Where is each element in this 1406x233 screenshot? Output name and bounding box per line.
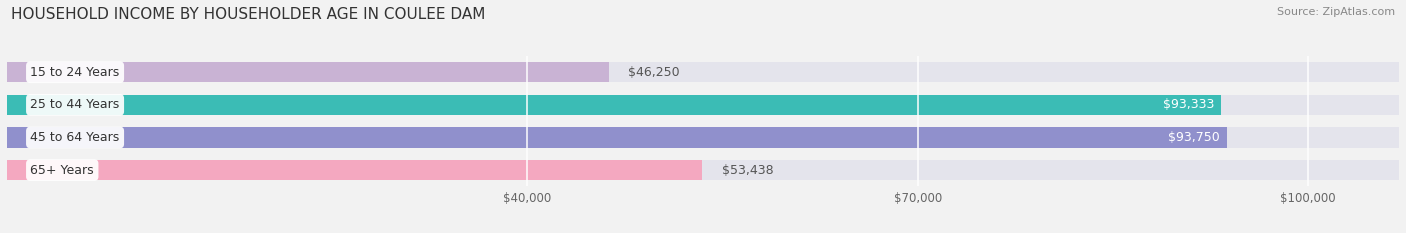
Bar xyxy=(7,95,1399,115)
Text: HOUSEHOLD INCOME BY HOUSEHOLDER AGE IN COULEE DAM: HOUSEHOLD INCOME BY HOUSEHOLDER AGE IN C… xyxy=(11,7,485,22)
Text: $53,438: $53,438 xyxy=(721,164,773,177)
Bar xyxy=(7,95,1222,115)
Bar xyxy=(7,62,609,82)
Text: $93,333: $93,333 xyxy=(1163,98,1215,111)
Bar xyxy=(7,127,1226,147)
Text: Source: ZipAtlas.com: Source: ZipAtlas.com xyxy=(1277,7,1395,17)
Text: 45 to 64 Years: 45 to 64 Years xyxy=(31,131,120,144)
Bar xyxy=(7,160,702,180)
Text: $93,750: $93,750 xyxy=(1168,131,1220,144)
Text: $46,250: $46,250 xyxy=(628,66,681,79)
Bar xyxy=(7,62,1399,82)
Text: 65+ Years: 65+ Years xyxy=(31,164,94,177)
Text: 25 to 44 Years: 25 to 44 Years xyxy=(31,98,120,111)
Bar xyxy=(7,127,1399,147)
Text: 15 to 24 Years: 15 to 24 Years xyxy=(31,66,120,79)
Bar xyxy=(7,160,1399,180)
